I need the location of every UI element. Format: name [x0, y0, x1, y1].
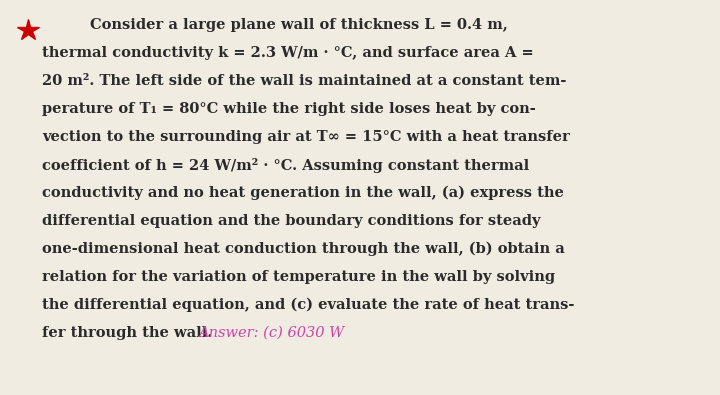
Text: vection to the surrounding air at T∞ = 15°C with a heat transfer: vection to the surrounding air at T∞ = 1… — [42, 130, 570, 144]
Text: 20 m². The left side of the wall is maintained at a constant tem-: 20 m². The left side of the wall is main… — [42, 74, 567, 88]
Text: conductivity and no heat generation in the wall, (a) express the: conductivity and no heat generation in t… — [42, 186, 564, 200]
Text: relation for the variation of temperature in the wall by solving: relation for the variation of temperatur… — [42, 270, 555, 284]
Text: Answer: (c) 6030 W: Answer: (c) 6030 W — [198, 326, 344, 340]
Text: differential equation and the boundary conditions for steady: differential equation and the boundary c… — [42, 214, 541, 228]
Text: coefficient of h = 24 W/m² · °C. Assuming constant thermal: coefficient of h = 24 W/m² · °C. Assumin… — [42, 158, 529, 173]
Text: fer through the wall.: fer through the wall. — [42, 326, 212, 340]
Text: the differential equation, and (c) evaluate the rate of heat trans-: the differential equation, and (c) evalu… — [42, 298, 575, 312]
Text: thermal conductivity k = 2.3 W/m · °C, and surface area A =: thermal conductivity k = 2.3 W/m · °C, a… — [42, 46, 534, 60]
Text: one-dimensional heat conduction through the wall, (b) obtain a: one-dimensional heat conduction through … — [42, 242, 564, 256]
Text: Consider a large plane wall of thickness L = 0.4 m,: Consider a large plane wall of thickness… — [90, 18, 508, 32]
Text: perature of T₁ = 80°C while the right side loses heat by con-: perature of T₁ = 80°C while the right si… — [42, 102, 536, 116]
